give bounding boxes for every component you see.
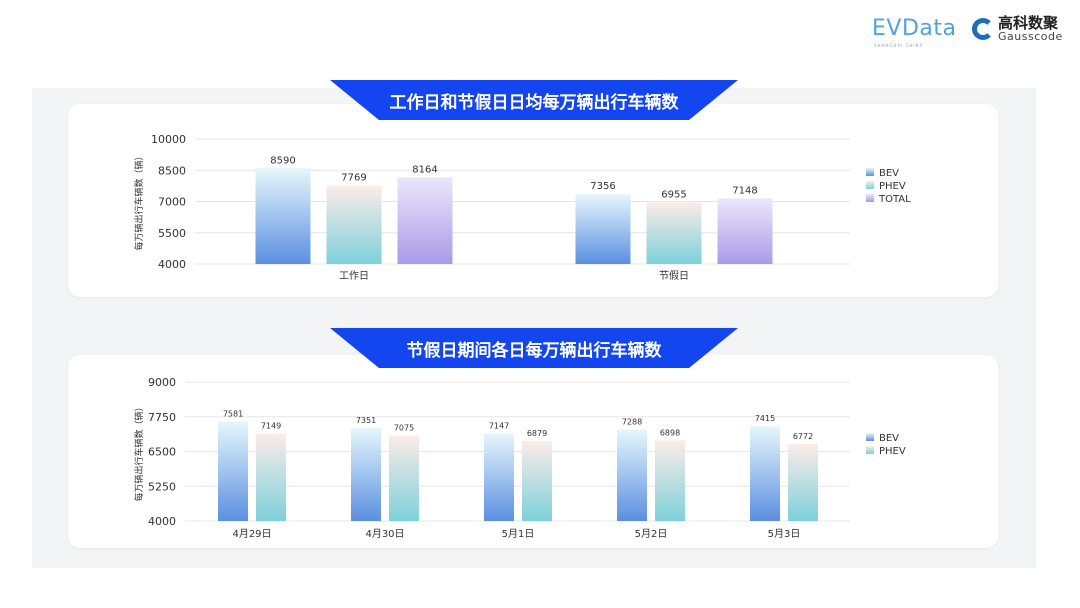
x-tick-label: 4月30日 xyxy=(365,528,404,540)
bar-phev[interactable] xyxy=(326,185,382,264)
x-tick-label: 5月1日 xyxy=(502,528,535,540)
gausscode-icon xyxy=(972,18,994,40)
bar-phev[interactable] xyxy=(389,435,419,521)
bar-total[interactable] xyxy=(717,198,773,264)
data-label: 7415 xyxy=(755,414,775,423)
data-label: 6955 xyxy=(661,189,686,200)
legend-label[interactable]: BEV xyxy=(879,433,899,444)
bar-total[interactable] xyxy=(397,177,453,264)
x-tick-label: 工作日 xyxy=(339,270,369,282)
legend-label[interactable]: PHEV xyxy=(879,181,906,192)
chart-2-title: 节假日期间各日每万辆出行车辆数 xyxy=(330,328,738,368)
legend-label[interactable]: BEV xyxy=(879,168,899,179)
data-label: 7149 xyxy=(261,421,281,430)
logo-cn: 高科数聚 xyxy=(998,14,1059,32)
data-label: 7351 xyxy=(356,416,376,425)
bar-phev[interactable] xyxy=(256,433,286,521)
logo-en: Gausscode xyxy=(998,30,1063,43)
y-tick-label: 8500 xyxy=(158,164,186,177)
bar-bev[interactable] xyxy=(617,429,647,521)
data-label: 7356 xyxy=(590,181,615,192)
gausscode-logo: 高科数聚 Gausscode xyxy=(972,16,1063,42)
bar-phev[interactable] xyxy=(655,440,685,521)
y-tick-label: 7000 xyxy=(158,196,186,209)
legend-label[interactable]: PHEV xyxy=(879,446,906,457)
legend-swatch xyxy=(866,194,874,202)
data-label: 7147 xyxy=(489,422,509,431)
legend-swatch xyxy=(866,168,874,176)
data-label: 6898 xyxy=(660,428,680,437)
y-tick-label: 5250 xyxy=(148,480,176,493)
data-label: 8590 xyxy=(270,155,295,166)
legend-swatch xyxy=(866,446,874,454)
bar-bev[interactable] xyxy=(255,168,311,264)
bar-bev[interactable] xyxy=(484,433,514,521)
y-tick-label: 10000 xyxy=(151,133,186,146)
data-label: 7148 xyxy=(732,185,757,196)
y-axis-label: 每万辆出行车辆数（辆） xyxy=(133,151,145,250)
legend-swatch xyxy=(866,433,874,441)
bar-phev[interactable] xyxy=(522,440,552,521)
legend-swatch xyxy=(866,181,874,189)
y-tick-label: 4000 xyxy=(158,258,186,271)
chart-1-title: 工作日和节假日日均每万辆出行车辆数 xyxy=(330,80,738,120)
y-tick-label: 7750 xyxy=(148,411,176,424)
x-tick-label: 4月29日 xyxy=(232,528,271,540)
x-tick-label: 5月3日 xyxy=(768,528,801,540)
bar-phev[interactable] xyxy=(646,202,702,264)
x-tick-label: 节假日 xyxy=(659,269,689,282)
data-label: 7769 xyxy=(341,172,366,183)
data-label: 7581 xyxy=(223,409,243,418)
bar-phev[interactable] xyxy=(788,443,818,521)
data-label: 7075 xyxy=(394,424,414,433)
chart-card-1 xyxy=(68,104,998,297)
data-label: 6772 xyxy=(793,432,813,441)
y-tick-label: 5500 xyxy=(158,227,186,240)
bar-bev[interactable] xyxy=(218,421,248,521)
y-tick-label: 4000 xyxy=(148,515,176,528)
bar-bev[interactable] xyxy=(575,194,631,264)
data-label: 7288 xyxy=(622,418,642,427)
x-tick-label: 5月2日 xyxy=(635,528,668,540)
evdata-logo: EVData SHANGHAI CHINA xyxy=(872,16,957,48)
y-tick-label: 9000 xyxy=(148,376,176,389)
data-label: 8164 xyxy=(412,164,437,175)
y-axis-label: 每万辆出行车辆数（辆） xyxy=(133,402,145,501)
bar-bev[interactable] xyxy=(750,426,780,521)
bar-bev[interactable] xyxy=(351,427,381,521)
y-tick-label: 6500 xyxy=(148,446,176,459)
data-label: 6879 xyxy=(527,429,547,438)
legend-label[interactable]: TOTAL xyxy=(878,194,911,205)
